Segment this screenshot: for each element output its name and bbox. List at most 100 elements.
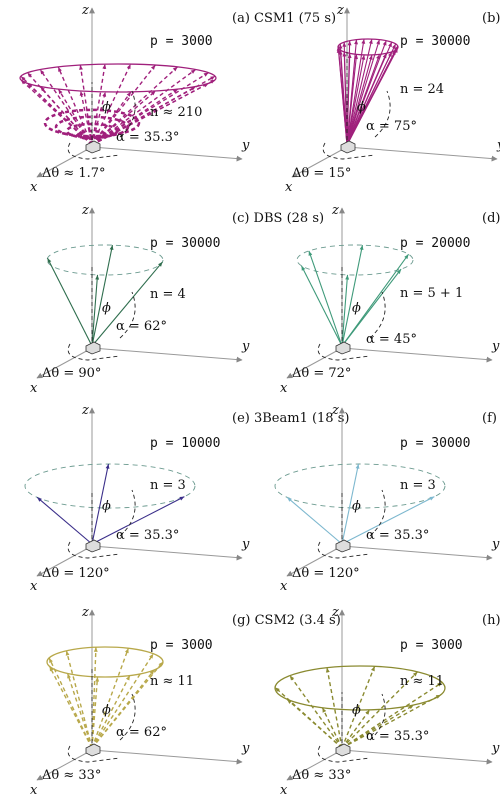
panel-a: z y x (a) CSM1 (75 s) p = 3000 n ≈ 210 α = 35.…	[19, 3, 336, 195]
beam-ray	[341, 274, 349, 347]
beam-ray	[91, 661, 164, 749]
y-axis-label: y	[241, 339, 250, 354]
x-axis-label: x	[280, 783, 288, 798]
lidar-sensor-icon	[85, 341, 101, 355]
azimuth-phi-label: ϕ	[102, 301, 111, 316]
beam-ray	[346, 38, 373, 146]
beam-arrowhead	[396, 269, 402, 274]
beam-arrowhead	[408, 705, 414, 710]
y-axis-label: y	[491, 741, 500, 756]
y-axis-label: y	[496, 138, 500, 153]
y-axis-label: y	[241, 741, 250, 756]
panel-title: (h) CSM3 (3.4 s)	[482, 613, 500, 628]
beam-count-label: n ≈ 11	[400, 674, 444, 689]
beam-arrowhead	[172, 66, 178, 72]
x-axis-label: x	[285, 180, 293, 195]
beam-arrowhead	[336, 45, 341, 51]
y-axis	[91, 146, 243, 162]
beam-arrowhead	[325, 667, 330, 673]
beam-count-label: n = 24	[400, 82, 444, 97]
beam-arrowhead	[355, 464, 360, 469]
beam-ray	[91, 91, 107, 146]
beam-arrowhead	[289, 675, 295, 681]
y-axis-label: y	[241, 138, 250, 153]
beam-ray	[91, 669, 155, 749]
beam-arrowhead	[47, 258, 52, 264]
beam-arrowhead	[275, 687, 280, 692]
beam-arrowhead	[190, 69, 196, 74]
x-axis	[286, 347, 343, 379]
y-axis	[341, 749, 493, 765]
beam-ray	[346, 40, 351, 146]
y-axis	[91, 545, 243, 561]
beam-arrowhead	[203, 83, 209, 88]
beam-arrowhead	[437, 682, 443, 687]
beam-arrowhead	[190, 86, 196, 91]
azimuth-phi-label: ϕ	[102, 499, 111, 514]
beam-arrowhead	[342, 42, 347, 47]
beam-ray	[91, 496, 185, 545]
beam-arrowhead	[79, 65, 83, 70]
beam-ray	[274, 686, 343, 749]
beam-ray	[308, 250, 343, 347]
elevation-angle-label: α = 75°	[366, 119, 417, 134]
beam-arrowhead	[404, 254, 409, 260]
ground-projection	[322, 142, 376, 160]
y-axis	[91, 749, 243, 765]
beam-arrowhead	[172, 89, 178, 94]
beam-ray	[91, 63, 132, 146]
beam-arrowhead	[203, 72, 209, 77]
beam-ray	[65, 650, 93, 749]
panel-b: z y x (b) 24Beam (120 s) p = 30000 n = 24 α = …	[285, 3, 500, 195]
angular-step-label: Δθ = 120°	[292, 566, 360, 581]
beam-arrowhead	[158, 661, 163, 667]
z-axis-label: z	[331, 403, 339, 418]
ground-projection	[317, 343, 371, 361]
beam-ray	[46, 257, 93, 347]
panel-h: z y x (h) CSM3 (3.4 s) p = 3000 n ≈ 11 α = 35.…	[274, 605, 500, 798]
elevation-angle-label: α = 35.3°	[366, 729, 429, 744]
beam-ray	[91, 85, 197, 146]
pulse-label: p = 10000	[150, 436, 220, 451]
y-axis	[91, 347, 243, 363]
panel-e: z y x (e) 3Beam1 (18 s) p = 10000 n = 3 α = 35…	[24, 403, 349, 594]
axes	[36, 207, 243, 379]
axes	[286, 609, 493, 781]
x-axis-label: x	[280, 381, 288, 396]
beam-arrowhead	[365, 709, 370, 715]
panel-title: (d) 6Beam (35 s)	[482, 211, 500, 226]
beam-arrowhead	[126, 91, 131, 97]
panel-title: (f) 3Beam2 (24 s)	[482, 411, 500, 426]
elevation-angle-label: α = 35.3°	[116, 528, 179, 543]
beam-count-label: n = 5 + 1	[400, 286, 463, 301]
beam-arrowhead	[67, 673, 71, 679]
beam-arrowhead	[412, 671, 418, 677]
panel-title: (a) CSM1 (75 s)	[232, 11, 336, 26]
beam-ray	[286, 496, 343, 545]
ground-projection	[317, 541, 371, 559]
beam-ray	[341, 245, 364, 347]
beam-arrowhead	[102, 91, 107, 97]
beam-ray	[57, 66, 93, 146]
x-axis-label: x	[280, 579, 288, 594]
beam-arrowhead	[301, 265, 306, 271]
beam-count-label: n = 4	[150, 287, 186, 302]
lidar-sensor-icon	[340, 140, 356, 154]
ground-projection	[67, 343, 121, 361]
beam-count-label: n ≈ 11	[150, 674, 194, 689]
y-axis-label: y	[491, 537, 500, 552]
beam-arrowhead	[338, 43, 343, 49]
beam-arrowhead	[49, 657, 53, 663]
panel-f: z y x (f) 3Beam2 (24 s) p = 30000 n = 3 α = 35…	[274, 403, 500, 594]
azimuth-phi-label: ϕ	[102, 100, 111, 115]
panel-g: z y x (g) CSM2 (3.4 s) p = 3000 n ≈ 11 α = 62°…	[30, 605, 341, 798]
beam-arrowhead	[308, 250, 313, 256]
beam-arrowhead	[382, 40, 387, 46]
beam-ray	[341, 709, 371, 749]
beam-arrowhead	[40, 86, 45, 92]
beam-ray	[339, 43, 348, 146]
beam-ray	[20, 75, 93, 146]
panel-d: z y x (d) 6Beam (35 s) p = 20000 n = 5 + 1 α =…	[280, 203, 500, 396]
azimuth-phi-label: ϕ	[357, 100, 366, 115]
